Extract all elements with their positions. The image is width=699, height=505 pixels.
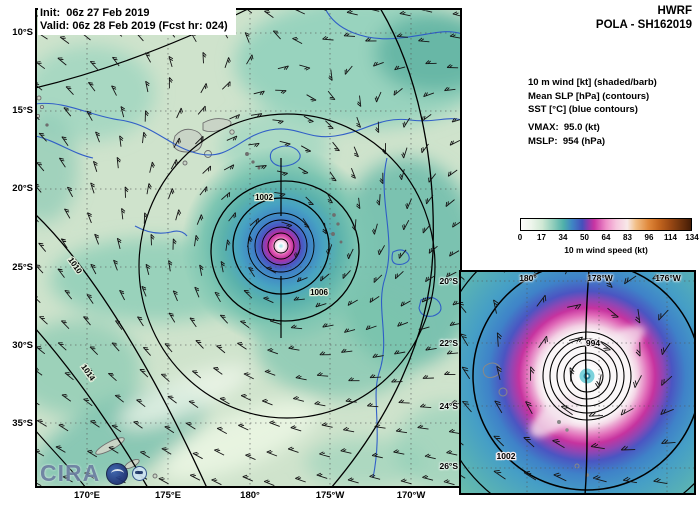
slp-label-1002: 1002	[255, 193, 273, 202]
lat-tick: 10°S	[12, 27, 33, 38]
colorbar-tick: 50	[580, 233, 589, 242]
inset-slp-contours	[459, 270, 696, 495]
lon-tick: 175°W	[315, 490, 345, 501]
lat-tick: 20°S	[12, 183, 33, 194]
lat-tick: 35°S	[12, 418, 33, 429]
inset-lat-tick: 22°S	[439, 338, 458, 348]
map-frame	[35, 8, 462, 488]
vmax-value: VMAX: 95.0 (kt)	[528, 122, 600, 133]
colorbar-tick: 0	[517, 233, 523, 242]
colorbar-tick: 96	[644, 233, 654, 242]
colorbar-gradient	[520, 218, 692, 231]
legend-wind: 10 m wind [kt] (shaded/barb)	[528, 77, 657, 88]
inset-lon-tick: 176°W	[655, 273, 681, 283]
colorbar-tick: 114	[664, 233, 677, 242]
legend-slp: Mean SLP [hPa] (contours)	[528, 90, 650, 102]
inset-slp-label-994: 994	[586, 338, 600, 348]
colorbar-tick: 134	[685, 233, 699, 242]
mslp-value: MSLP: 954 (hPa)	[528, 136, 606, 147]
valid-time: Valid: 06z 28 Feb 2019 (Fcst hr: 024)	[40, 20, 228, 32]
mascot-icon	[132, 466, 148, 481]
globe-icon	[106, 462, 129, 485]
inset-slp-label-1002: 1002	[497, 451, 516, 461]
inset-lat-tick: 24°S	[439, 401, 458, 411]
lon-tick: 175°E	[155, 490, 181, 501]
colorbar-tick: 83	[623, 233, 632, 242]
slp-label-1006: 1006	[310, 288, 328, 297]
init-valid-block: Init: 06z 27 Feb 2019 Valid: 06z 28 Feb …	[38, 5, 236, 35]
lat-tick: 30°S	[12, 340, 33, 351]
inset-eye	[575, 364, 599, 388]
colorbar: 0 17 34 50 64 83 96 114 134 10 m wind sp…	[517, 218, 699, 260]
colorbar-title: 10 m wind speed (kt)	[564, 245, 648, 255]
cira-logo-text: CIRA	[40, 460, 101, 486]
colorbar-tick: 17	[537, 233, 546, 242]
inset-map: 994 1002	[459, 270, 696, 495]
inset-lat-tick: 20°S	[439, 276, 458, 286]
title-block: HWRF POLA - SH162019	[596, 4, 692, 32]
inset-lon-tick: 178°W	[587, 273, 613, 283]
latlon-grid	[35, 8, 462, 488]
main-map: 1002 1006 1010 1014	[35, 8, 462, 488]
lat-tick: 25°S	[12, 262, 33, 273]
cira-logo: CIRA	[40, 460, 148, 487]
inset-frame	[459, 270, 696, 495]
storm-id: POLA - SH162019	[595, 19, 692, 31]
lat-tick: 15°S	[12, 105, 33, 116]
init-time: Init: 06z 27 Feb 2019	[40, 7, 150, 19]
inset-lon-tick: 180°	[519, 273, 537, 283]
inset-lat-tick: 26°S	[439, 461, 458, 471]
lon-tick: 180°	[240, 490, 260, 501]
inset-wind-barbs	[459, 270, 676, 485]
lon-tick: 170°W	[396, 490, 426, 501]
inset-grid	[459, 270, 696, 495]
field-legend: 10 m wind [kt] (shaded/barb) Mean SLP [h…	[528, 76, 657, 117]
inset-slp-contour-labels: 994 1002	[495, 337, 601, 463]
colorbar-tick: 34	[558, 233, 568, 242]
sst-contours	[35, 8, 462, 479]
legend-sst: SST [°C] (blue contours)	[528, 104, 638, 115]
colorbar-tick: 64	[601, 233, 611, 242]
lon-tick: 170°E	[74, 490, 100, 501]
inset-coastlines	[482, 362, 589, 477]
model-name: HWRF	[657, 5, 693, 17]
